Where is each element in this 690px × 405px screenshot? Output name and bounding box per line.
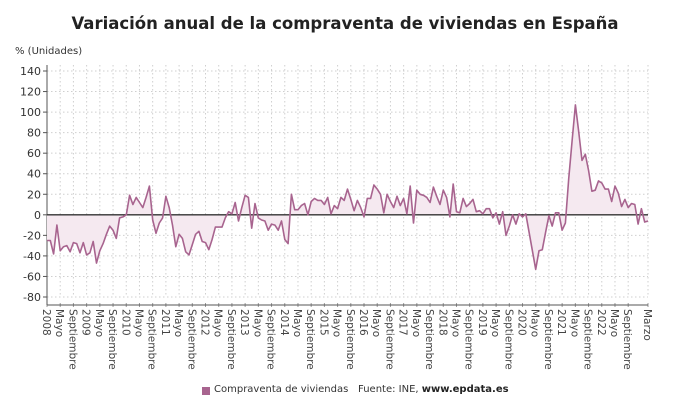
x-tick-label: Septiembre bbox=[502, 309, 514, 370]
x-tick-label: Mayo bbox=[212, 309, 224, 337]
x-tick-label: Septiembre bbox=[225, 309, 237, 370]
x-tick-label: 2014 bbox=[278, 309, 290, 336]
y-tick-label: -60 bbox=[23, 270, 41, 283]
x-tick-label: Mayo bbox=[568, 309, 580, 337]
x-tick-label: Mayo bbox=[489, 309, 501, 337]
x-tick-label: Septiembre bbox=[265, 309, 277, 370]
x-tick-label: Mayo bbox=[608, 309, 620, 337]
y-tick-label: 120 bbox=[20, 86, 41, 99]
x-tick-label: 2009 bbox=[80, 309, 92, 336]
y-tick-label: 20 bbox=[27, 188, 41, 201]
x-tick-label: Mayo bbox=[251, 309, 263, 337]
y-tick-label: 100 bbox=[20, 106, 41, 119]
x-tick-label: Mayo bbox=[172, 309, 184, 337]
x-tick-label: Septiembre bbox=[344, 309, 356, 370]
x-tick-label: Septiembre bbox=[621, 309, 633, 370]
x-tick-label: 2012 bbox=[199, 309, 211, 336]
y-tick-label: 80 bbox=[27, 127, 41, 140]
x-tick-label: Septiembre bbox=[185, 309, 197, 370]
x-tick-label: 2017 bbox=[397, 309, 409, 336]
y-tick-label: 40 bbox=[27, 168, 41, 181]
x-tick-label: 2022 bbox=[595, 309, 607, 336]
x-tick-label: 2016 bbox=[357, 309, 369, 336]
legend-series-label: Compraventa de viviendas bbox=[214, 384, 349, 395]
x-tick-label: Septiembre bbox=[582, 309, 594, 370]
x-tick-label: 2010 bbox=[119, 309, 131, 336]
x-tick-label: Mayo bbox=[331, 309, 343, 337]
x-tick-label: Septiembre bbox=[304, 309, 316, 370]
x-tick-label: Septiembre bbox=[423, 309, 435, 370]
x-tick-label: Mayo bbox=[53, 309, 65, 337]
series-area-fill bbox=[47, 104, 648, 270]
x-tick-label: Mayo bbox=[291, 309, 303, 337]
x-tick-label: Mayo bbox=[132, 309, 144, 337]
source-prefix: Fuente: INE, bbox=[358, 384, 422, 395]
x-tick-label: 2008 bbox=[40, 309, 52, 336]
x-tick-label: Septiembre bbox=[66, 309, 78, 370]
y-tick-label: 140 bbox=[20, 65, 41, 78]
x-tick-label: Septiembre bbox=[106, 309, 118, 370]
x-tick-label: Septiembre bbox=[383, 309, 395, 370]
x-tick-label: 2015 bbox=[317, 309, 329, 336]
x-tick-label: Septiembre bbox=[463, 309, 475, 370]
x-tick-label: Mayo bbox=[370, 309, 382, 337]
x-tick-label: 2021 bbox=[555, 309, 567, 336]
x-tick-label: Mayo bbox=[93, 309, 105, 337]
y-tick-label: -80 bbox=[23, 291, 41, 304]
x-tick-label: Mayo bbox=[529, 309, 541, 337]
series-line bbox=[47, 104, 649, 271]
x-tick-label: 2011 bbox=[159, 309, 171, 336]
x-tick-label: Septiembre bbox=[542, 309, 554, 370]
x-tick-label: 2019 bbox=[476, 309, 488, 336]
x-tick-label: Marzo bbox=[641, 309, 653, 341]
x-tick-label: 2020 bbox=[516, 309, 528, 336]
x-tick-label: 2018 bbox=[436, 309, 448, 336]
source-site: www.epdata.es bbox=[421, 384, 509, 395]
y-tick-label: 0 bbox=[34, 209, 41, 222]
x-tick-label: Mayo bbox=[410, 309, 422, 337]
source-note: Fuente: INE, www.epdata.es bbox=[358, 384, 509, 395]
y-axis-label: % (Unidades) bbox=[15, 46, 83, 57]
legend-swatch bbox=[202, 387, 210, 395]
x-tick-label: Septiembre bbox=[146, 309, 158, 370]
y-tick-label: -40 bbox=[23, 250, 41, 263]
x-tick-label: 2013 bbox=[238, 309, 250, 336]
y-tick-label: 60 bbox=[27, 147, 41, 160]
chart-title: Variación anual de la compraventa de viv… bbox=[71, 14, 619, 33]
y-tick-label: -20 bbox=[23, 229, 41, 242]
x-tick-label: Mayo bbox=[449, 309, 461, 337]
